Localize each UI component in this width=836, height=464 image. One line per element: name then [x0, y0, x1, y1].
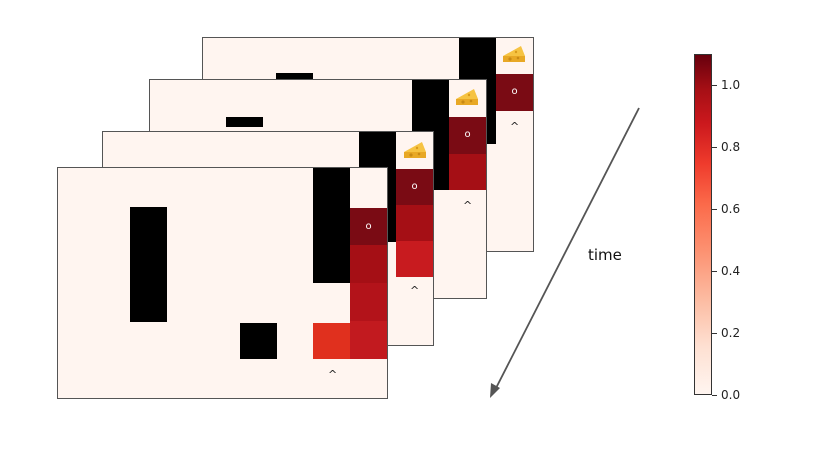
visit-cell: [396, 169, 433, 205]
cheese-icon: [404, 142, 426, 158]
colorbar-tick: [712, 147, 717, 148]
wall-cell: [276, 73, 313, 79]
visit-cell: [350, 208, 387, 245]
colorbar-tick-label: 0.8: [721, 140, 741, 154]
maze-frame-1: o ^: [57, 167, 388, 399]
agent-marker: o: [365, 221, 372, 232]
visit-cell: [496, 74, 533, 111]
wall-cell: [130, 207, 167, 322]
cheese-icon: [456, 89, 478, 105]
agent-marker: o: [464, 129, 471, 140]
visit-cell: [350, 245, 387, 283]
visit-cell: [396, 205, 433, 241]
colorbar-tick-label: 0.2: [721, 326, 741, 340]
agent-marker: o: [411, 181, 418, 192]
action-marker: ^: [328, 368, 338, 381]
colorbar-tick: [712, 271, 717, 272]
visit-cell: [313, 323, 350, 359]
colorbar-tick-label: 1.0: [721, 78, 741, 92]
time-label: time: [588, 246, 622, 264]
cheese-icon: [503, 46, 525, 62]
agent-marker: o: [511, 86, 518, 97]
action-marker: ^: [510, 120, 520, 133]
colorbar: [694, 54, 712, 395]
colorbar-tick-label: 0.4: [721, 264, 741, 278]
time-arrow: [490, 107, 640, 398]
colorbar-tick: [712, 85, 717, 86]
visit-cell: [396, 241, 433, 277]
colorbar-tick: [712, 333, 717, 334]
action-marker: ^: [463, 199, 473, 212]
wall-cell: [240, 323, 277, 359]
visit-cell: [350, 321, 387, 359]
colorbar-tick-label: 0.0: [721, 388, 741, 402]
visit-cell: [449, 117, 486, 154]
action-marker: ^: [410, 284, 420, 297]
colorbar-tick: [712, 209, 717, 210]
wall-cell: [313, 168, 350, 283]
visit-cell: [449, 154, 486, 190]
wall-cell: [226, 117, 263, 127]
colorbar-tick-label: 0.6: [721, 202, 741, 216]
colorbar-tick: [712, 395, 717, 396]
visit-cell: [350, 283, 387, 321]
